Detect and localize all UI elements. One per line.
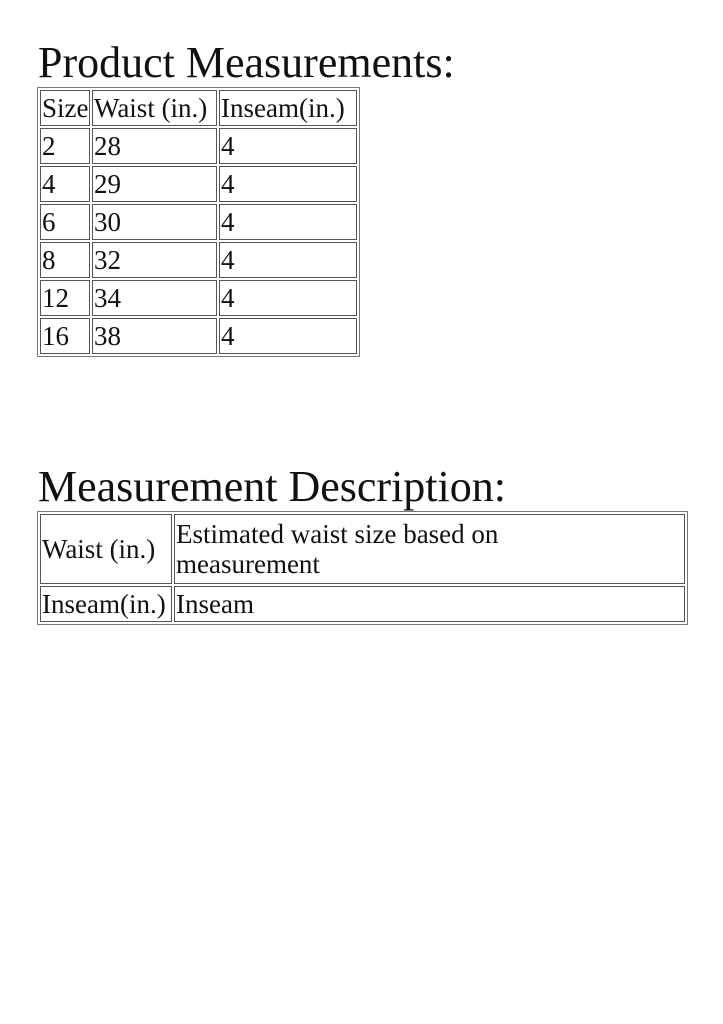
table-row: 6 30 4	[40, 204, 357, 240]
table-row: 12 34 4	[40, 280, 357, 316]
waist-cell: 28	[92, 128, 217, 164]
description-cell: Estimated waist size based on measuremen…	[174, 514, 685, 584]
table-row: Inseam(in.) Inseam	[40, 586, 685, 622]
header-cell: Inseam(in.)	[219, 90, 357, 126]
inseam-cell: 4	[219, 280, 357, 316]
inseam-cell: 4	[219, 166, 357, 202]
product-measurements-title: Product Measurements:	[38, 38, 455, 87]
size-cell: 8	[40, 242, 90, 278]
product-measurements-table: Size Waist (in.) Inseam(in.) 2 28 4 4 29…	[37, 87, 360, 357]
inseam-cell: 4	[219, 242, 357, 278]
header-cell: Size	[40, 90, 90, 126]
measurement-description-table: Waist (in.) Estimated waist size based o…	[37, 511, 688, 625]
term-cell: Inseam(in.)	[40, 586, 172, 622]
table-row: 8 32 4	[40, 242, 357, 278]
size-cell: 12	[40, 280, 90, 316]
size-cell: 4	[40, 166, 90, 202]
inseam-cell: 4	[219, 204, 357, 240]
table-row: 2 28 4	[40, 128, 357, 164]
measurement-description-title: Measurement Description:	[38, 462, 506, 511]
header-cell: Waist (in.)	[92, 90, 217, 126]
table-header-row: Size Waist (in.) Inseam(in.)	[40, 90, 357, 126]
description-cell: Inseam	[174, 586, 685, 622]
waist-cell: 29	[92, 166, 217, 202]
waist-cell: 32	[92, 242, 217, 278]
waist-cell: 34	[92, 280, 217, 316]
size-cell: 16	[40, 318, 90, 354]
table-row: 4 29 4	[40, 166, 357, 202]
inseam-cell: 4	[219, 128, 357, 164]
size-cell: 2	[40, 128, 90, 164]
waist-cell: 38	[92, 318, 217, 354]
inseam-cell: 4	[219, 318, 357, 354]
size-cell: 6	[40, 204, 90, 240]
table-row: 16 38 4	[40, 318, 357, 354]
waist-cell: 30	[92, 204, 217, 240]
table-row: Waist (in.) Estimated waist size based o…	[40, 514, 685, 584]
term-cell: Waist (in.)	[40, 514, 172, 584]
